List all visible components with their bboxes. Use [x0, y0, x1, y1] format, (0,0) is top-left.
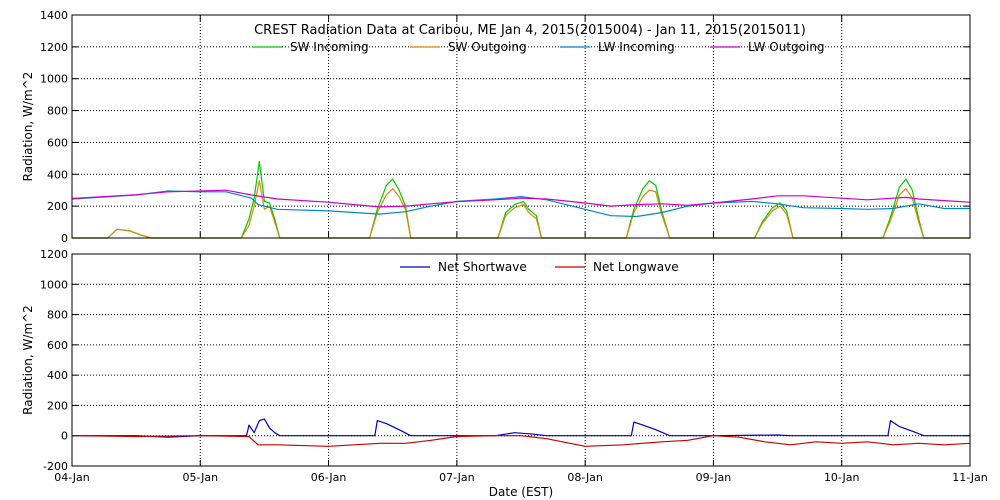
bottom-panel-net-radiation: -200 0 200 400 600 800 1000 1200 04-Jan 05-Jan 06-… — [21, 248, 988, 499]
y-tick-label: 400 — [47, 168, 68, 181]
x-axis-title: Date (EST) — [489, 485, 553, 499]
y-tick-label: 200 — [47, 399, 68, 412]
x-tick-label: 11-Jan — [952, 471, 988, 484]
y-tick-label: 600 — [47, 136, 68, 149]
chart-title: CREST Radiation Data at Caribou, ME Jan … — [254, 23, 806, 38]
x-tick-label: 08-Jan — [567, 471, 603, 484]
series-line-lw-incoming — [71, 190, 970, 218]
legend-label-lw-outgoing: LW Outgoing — [748, 40, 825, 54]
y-tick-label: 600 — [47, 339, 68, 352]
y-tick-label: 0 — [61, 430, 68, 443]
x-tick-label: 10-Jan — [824, 471, 860, 484]
y-tick-label: 0 — [61, 232, 68, 245]
top-panel-radiation-components: 0 200 400 600 800 1000 1200 1400 Radiation, W/m^… — [21, 9, 971, 245]
y-tick-label: 400 — [47, 369, 68, 382]
y-tick-label: 800 — [47, 105, 68, 118]
series-line-net-shortwave — [72, 418, 970, 438]
x-tick-label: 06-Jan — [311, 471, 347, 484]
legend-label-net-longwave: Net Longwave — [593, 260, 679, 274]
series-line-lw-outgoing — [71, 189, 971, 208]
y-tick-label: 1400 — [40, 9, 68, 22]
legend-label-lw-incoming: LW Incoming — [598, 40, 675, 54]
y-tick-label: 1000 — [40, 278, 68, 291]
legend-label-sw-incoming: SW Incoming — [290, 40, 369, 54]
y-tick-label: -200 — [43, 460, 68, 473]
x-tick-label: 07-Jan — [439, 471, 475, 484]
y-tick-label: 800 — [47, 309, 68, 322]
series-line-sw-outgoing — [72, 180, 970, 239]
y-tick-label: 1200 — [40, 248, 68, 261]
legend-label-sw-outgoing: SW Outgoing — [448, 40, 527, 54]
plot-frame — [71, 14, 971, 239]
x-tick-label: 09-Jan — [696, 471, 732, 484]
plot-frame — [71, 253, 971, 467]
y-tick-label: 1200 — [40, 41, 68, 54]
y-axis-title: Radiation, W/m^2 — [21, 72, 35, 182]
series-line-sw-incoming — [72, 160, 970, 239]
y-tick-label: 200 — [47, 200, 68, 213]
y-axis-title: Radiation, W/m^2 — [21, 305, 35, 415]
y-tick-label: 1000 — [40, 73, 68, 86]
series-line-net-longwave — [71, 435, 971, 447]
x-tick-label: 04-Jan — [54, 471, 90, 484]
x-tick-label: 05-Jan — [183, 471, 219, 484]
legend-label-net-shortwave: Net Shortwave — [438, 260, 527, 274]
